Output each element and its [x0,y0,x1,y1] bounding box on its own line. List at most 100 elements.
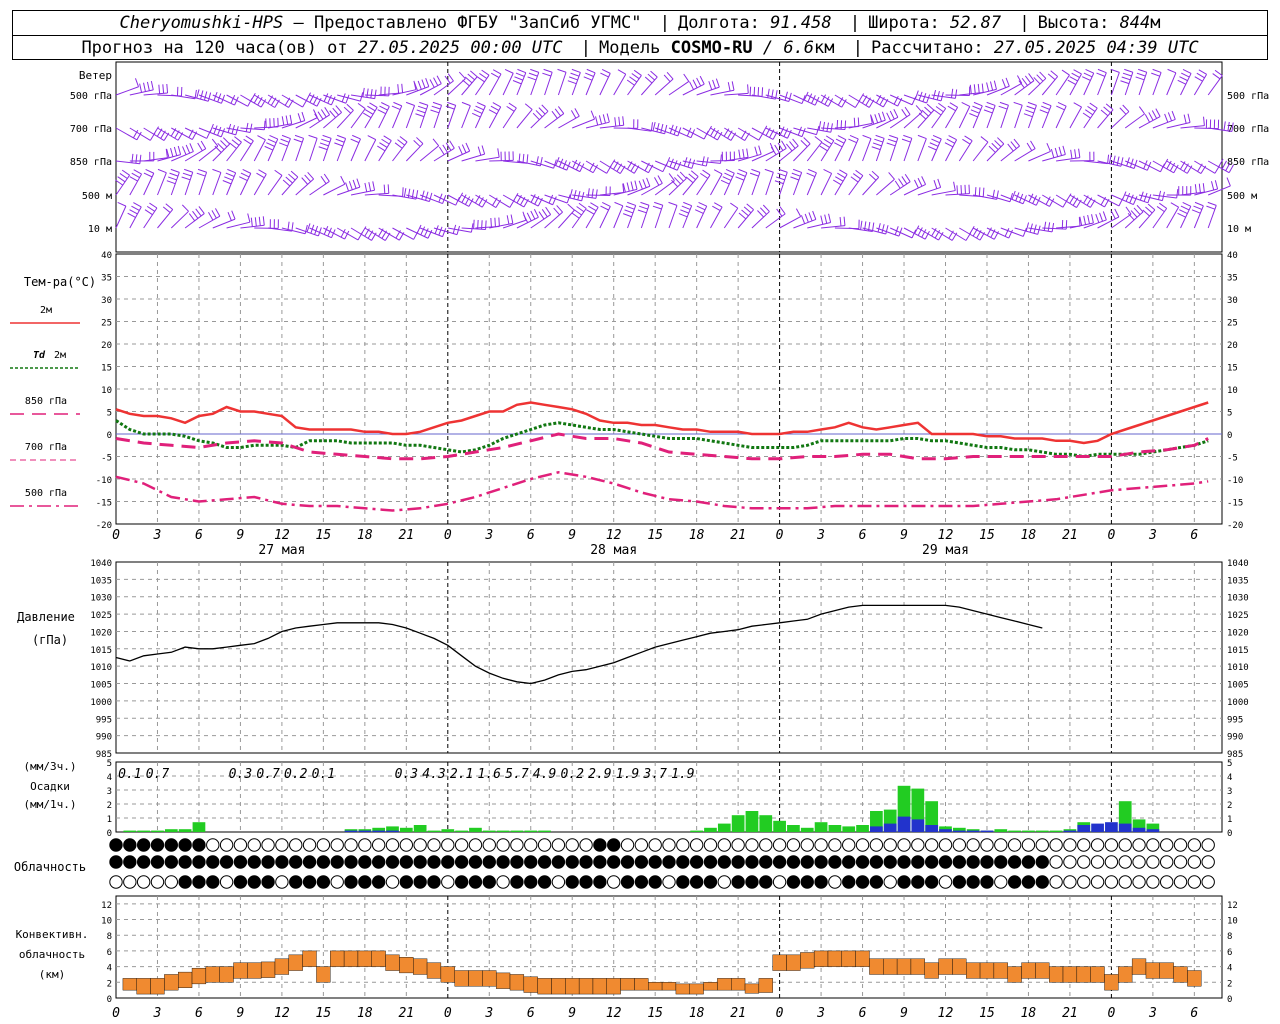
wind-barb-shaft [143,157,168,162]
cloud-symbol [938,838,953,852]
cloud-symbol [855,875,870,889]
wind-level-label-left: 10 м [88,224,112,235]
wind-barb-flag [946,138,955,144]
wind-barb-flag [267,138,277,144]
conv-bar [233,962,248,979]
precip-bar-precip1h [925,825,939,832]
precip-bar-precip1h [1091,823,1104,832]
wind-barb-flag [701,156,705,166]
hour-tick-label: 15 [316,528,332,543]
wind-barb-flag [340,175,346,185]
wind-barb-flag [432,101,442,106]
hour-tick-label: 6 [527,528,535,543]
wind-barb-flag [985,105,994,110]
hour-tick-label: 6 [1190,1006,1198,1021]
cloud-symbol [247,838,261,852]
conv-ytick-left: 10 [101,917,112,927]
conv-bar [855,950,870,967]
wind-barb-flag [872,142,882,147]
cloud-symbol [1090,875,1105,889]
hour-tick-label: 0 [776,1006,784,1021]
precip-ytick-left: 0 [107,829,112,839]
cloud-symbol [1049,838,1063,852]
wind-barb-shaft [1000,227,1024,237]
wind-barb-flag [220,94,226,104]
pressure-ytick-right: 1005 [1227,681,1249,691]
wind-barb-flag [1021,77,1028,86]
cloud-symbol [1104,875,1119,889]
wind-barb-shaft [557,72,567,96]
precip-bar-precip1h [883,823,897,832]
legend-t850: 850 гПа [10,396,80,415]
precip-ytick-right: 3 [1227,787,1232,797]
wind-barb-flag [1155,108,1161,117]
precip-total-label: 0.3 [229,767,252,782]
cloud-symbol [994,855,1008,869]
wind-barb-flag [600,72,609,78]
cloud-symbol [772,875,787,889]
wind-barb-flag [455,196,460,206]
conv-ytick-right: 6 [1227,948,1232,958]
wind-barb-flag [1023,113,1033,118]
wind-barb-flag [323,173,330,182]
conv-ytick-right: 10 [1227,917,1238,927]
precip-bar-precip3h [814,822,828,832]
wind-barb-flag [1061,69,1070,76]
wind-barb-flag [898,178,904,187]
precip-total-label: 0.1 [312,767,335,782]
latitude-value: 52.87 [949,13,1002,33]
cloud-symbol [565,875,579,889]
wind-barb-flag [664,124,668,134]
wind-barb-flag [497,148,500,158]
cloud-symbol [1132,875,1146,889]
precip-bar-precip1h [1063,830,1077,832]
temp-ytick-left: 40 [101,251,112,261]
cloud-symbol [1077,838,1091,852]
wind-barb-flag [911,96,917,105]
wind-barb-shaft [1138,160,1161,173]
wind-barb-flag [839,169,848,175]
wind-barb-flag [1124,68,1133,73]
cloud-symbol [800,838,814,852]
wind-barb-flag [436,75,442,84]
wind-barb-flag [1225,162,1231,171]
conv-bar [509,974,525,991]
wind-barb-shaft [876,178,895,196]
wind-barb-flag [432,138,440,147]
cloud-symbol [814,875,828,889]
wind-barb-flag [1164,113,1169,123]
wind-barb-flag [169,172,179,177]
conv-bar [1104,974,1119,991]
precip-bar-precip1h [980,830,994,832]
cloud-symbol [842,875,856,889]
wind-barb-flag [801,128,806,137]
wind-barb-shaft [1000,82,1023,96]
legend-td2m: Td 2м [10,350,80,369]
wind-barb-flag [285,115,289,125]
wind-barb-flag [1194,201,1204,207]
cloud-symbol [1118,855,1132,869]
wind-barb-flag [322,134,332,139]
wind-barb-flag [785,143,793,152]
wind-barb-flag [317,111,324,120]
precip-total-label: 0.2 [284,767,308,782]
wind-barb-shaft [309,181,330,196]
wind-barb-flag [445,105,455,110]
wind-barb-flag [944,142,954,148]
conv-bar [648,982,663,991]
wind-barb-flag [917,227,923,236]
wind-barb-shaft [253,139,266,162]
cloud-symbol [759,875,773,889]
precip-bar-precip1h [1146,829,1160,832]
cloud-symbol [593,855,607,869]
wind-barb-flag [1144,114,1151,123]
wind-barb-flag [533,209,539,218]
wind-barb-flag [578,202,587,209]
wind-barb-flag [289,114,293,124]
cloud-symbol [1049,855,1063,869]
wind-barb-flag [762,204,770,212]
wind-barb-flag [839,217,842,227]
wind-barb-flag [998,105,1008,110]
wind-barb-flag [680,209,689,214]
wind-barb-flag [720,179,730,185]
